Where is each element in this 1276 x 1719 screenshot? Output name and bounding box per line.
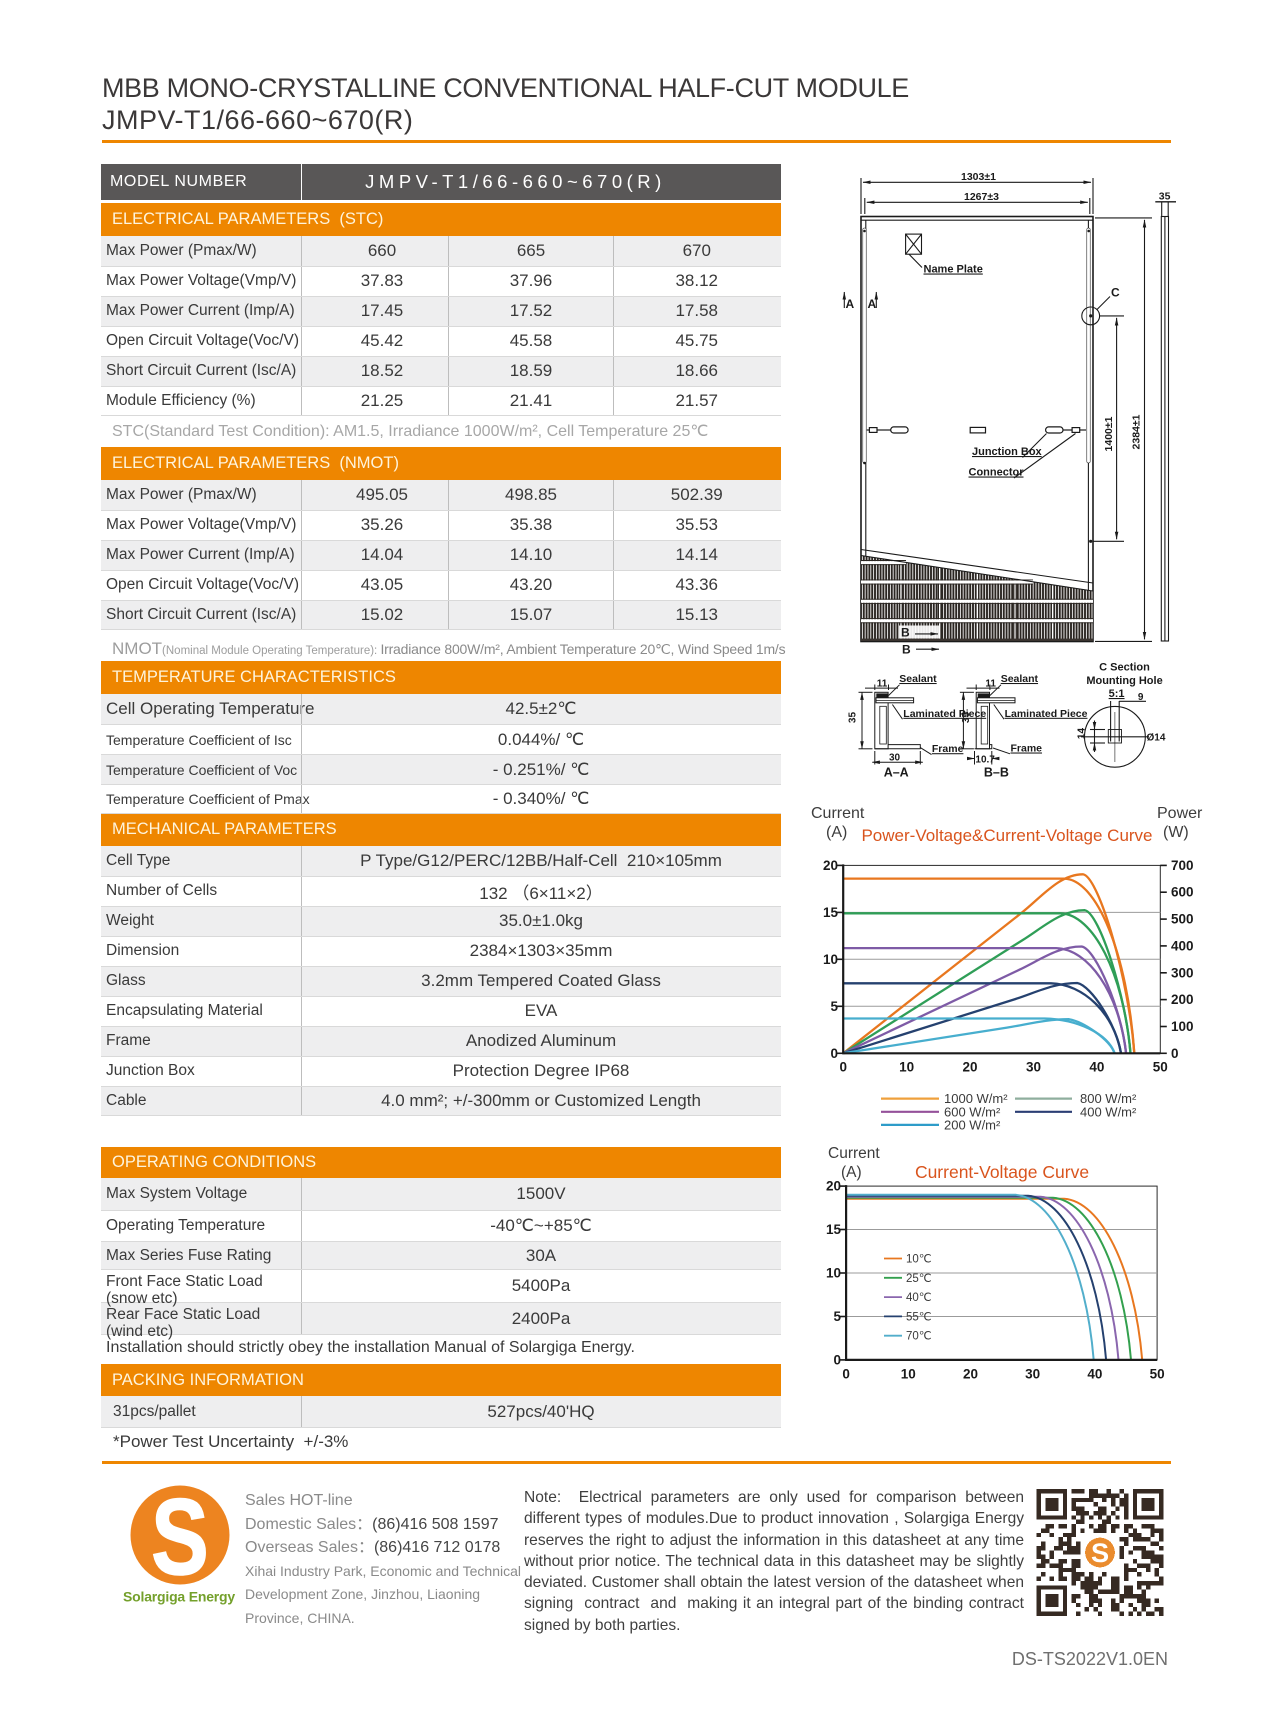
svg-text:30: 30	[1026, 1060, 1041, 1075]
svg-text:20: 20	[962, 1060, 977, 1075]
svg-text:30: 30	[1025, 1367, 1040, 1382]
svg-text:0: 0	[1171, 1046, 1179, 1061]
svg-text:Mounting Hole: Mounting Hole	[1086, 675, 1162, 687]
svg-text:20: 20	[823, 858, 838, 873]
svg-text:25℃: 25℃	[906, 1273, 932, 1285]
svg-text:Junction Box: Junction Box	[972, 446, 1043, 458]
svg-text:600 W/m²: 600 W/m²	[944, 1104, 1001, 1119]
svg-text:C Section: C Section	[1099, 662, 1150, 674]
svg-text:Power-Voltage&Current-Voltage: Power-Voltage&Current-Voltage Curve	[861, 826, 1152, 845]
svg-text:70℃: 70℃	[906, 1331, 932, 1343]
svg-text:B: B	[902, 643, 911, 657]
svg-text:0: 0	[830, 1046, 838, 1061]
svg-text:C: C	[1111, 286, 1120, 300]
svg-text:5:1: 5:1	[1109, 688, 1125, 700]
svg-text:10: 10	[901, 1367, 916, 1382]
svg-text:20: 20	[963, 1367, 978, 1382]
svg-text:Current-Voltage Curve: Current-Voltage Curve	[915, 1162, 1089, 1182]
svg-text:1400±1: 1400±1	[1103, 416, 1115, 451]
svg-text:5: 5	[833, 1309, 841, 1324]
svg-text:Sealant: Sealant	[1001, 673, 1039, 685]
svg-text:200 W/m²: 200 W/m²	[944, 1117, 1001, 1132]
svg-text:600: 600	[1171, 885, 1194, 900]
svg-text:100: 100	[1171, 1019, 1194, 1034]
svg-text:Frame: Frame	[932, 743, 964, 755]
svg-text:11: 11	[985, 679, 996, 690]
svg-text:S: S	[151, 1480, 209, 1597]
svg-text:35: 35	[1159, 190, 1171, 202]
svg-text:55℃: 55℃	[906, 1311, 932, 1323]
svg-text:400: 400	[1171, 938, 1194, 953]
svg-text:(A): (A)	[841, 1164, 862, 1181]
svg-text:1303±1: 1303±1	[961, 171, 996, 183]
svg-text:15: 15	[823, 905, 839, 920]
svg-text:Frame: Frame	[1011, 743, 1043, 755]
svg-text:(W): (W)	[1163, 824, 1189, 841]
svg-text:35: 35	[961, 712, 972, 724]
svg-text:15: 15	[826, 1222, 842, 1237]
svg-text:30: 30	[889, 752, 901, 763]
svg-text:200: 200	[1171, 992, 1194, 1007]
svg-text:10: 10	[826, 1266, 841, 1281]
svg-text:10: 10	[823, 952, 838, 967]
svg-text:40: 40	[1087, 1367, 1102, 1382]
svg-text:Laminated Piece: Laminated Piece	[1005, 708, 1088, 720]
svg-text:Name Plate: Name Plate	[924, 264, 983, 276]
svg-text:Ø14: Ø14	[1147, 733, 1166, 744]
svg-text:35: 35	[848, 712, 859, 724]
svg-text:B: B	[901, 626, 910, 640]
svg-text:B–B: B–B	[984, 766, 1009, 780]
svg-text:0: 0	[842, 1367, 850, 1382]
svg-text:10: 10	[899, 1060, 914, 1075]
svg-text:50: 50	[1153, 1060, 1168, 1075]
svg-text:800 W/m²: 800 W/m²	[1080, 1091, 1137, 1106]
svg-text:0: 0	[833, 1352, 841, 1367]
svg-text:Sealant: Sealant	[899, 673, 937, 685]
svg-text:1000 W/m²: 1000 W/m²	[944, 1091, 1008, 1106]
svg-text:A: A	[846, 297, 855, 311]
svg-text:Current: Current	[811, 805, 865, 822]
svg-text:11: 11	[877, 679, 888, 690]
svg-text:2384±1: 2384±1	[1131, 414, 1143, 449]
svg-text:Solargiga Energy: Solargiga Energy	[123, 1589, 235, 1605]
svg-text:300: 300	[1171, 965, 1194, 980]
svg-text:S: S	[1091, 1537, 1109, 1568]
svg-text:40℃: 40℃	[906, 1292, 932, 1304]
svg-text:500: 500	[1171, 912, 1194, 927]
svg-text:Laminated Piece: Laminated Piece	[903, 708, 986, 720]
svg-text:50: 50	[1150, 1367, 1165, 1382]
svg-text:20: 20	[826, 1179, 841, 1194]
svg-text:14: 14	[1077, 728, 1088, 740]
svg-text:9: 9	[1138, 692, 1144, 703]
svg-text:Power: Power	[1157, 805, 1203, 822]
svg-text:A–A: A–A	[884, 766, 909, 780]
svg-text:700: 700	[1171, 858, 1194, 873]
svg-text:0: 0	[839, 1060, 847, 1075]
svg-text:A: A	[868, 297, 877, 311]
svg-text:(A): (A)	[826, 824, 847, 841]
svg-text:400 W/m²: 400 W/m²	[1080, 1104, 1137, 1119]
svg-text:10.7: 10.7	[975, 755, 995, 766]
svg-text:10℃: 10℃	[906, 1254, 932, 1266]
svg-text:Connector: Connector	[969, 467, 1025, 479]
svg-text:5: 5	[830, 999, 838, 1014]
svg-text:1267±3: 1267±3	[964, 191, 999, 203]
svg-text:Current: Current	[828, 1145, 880, 1162]
svg-text:40: 40	[1089, 1060, 1104, 1075]
